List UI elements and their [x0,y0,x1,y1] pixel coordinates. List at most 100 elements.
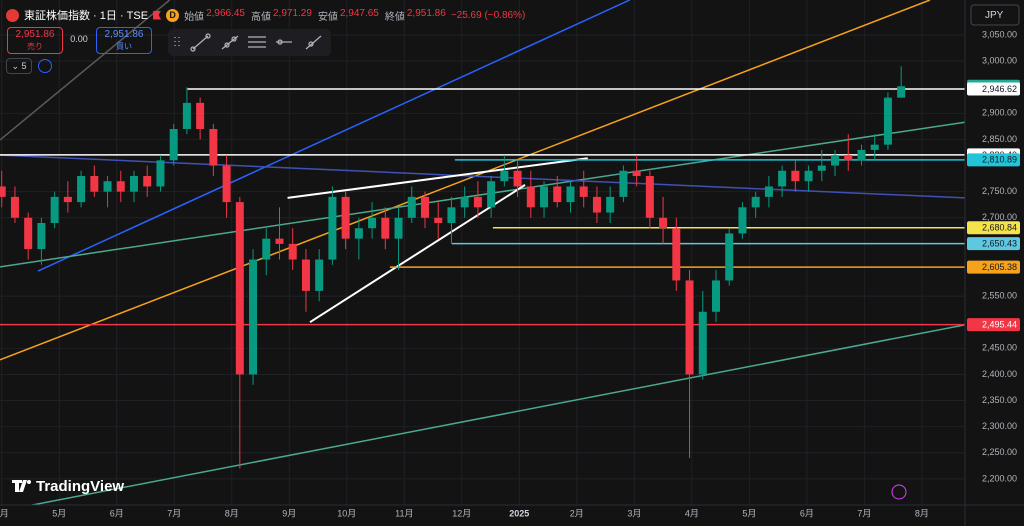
candle-body [513,170,522,187]
indicator-count: 5 [21,61,27,71]
candle-body [553,186,562,203]
candle-body [526,186,535,208]
x-tick-label: 2025 [509,508,529,518]
grip[interactable] [174,37,180,46]
candle-body [831,155,840,166]
trend-tool[interactable] [192,35,209,50]
x-tick-label: 12月 [452,508,471,518]
candle-body [725,233,734,281]
candle-body [883,97,892,145]
y-tick-label: 2,900.00 [982,108,1017,118]
pt [190,46,196,52]
candle-body [249,259,258,375]
candle-body [817,165,826,171]
pt [205,33,211,39]
x-tick-label: 7月 [857,508,871,518]
ohlc-value: 2,947.65 [339,7,379,19]
symbol-logo [6,8,19,22]
price-level-tag [967,221,1020,235]
candle-body [738,207,747,234]
y-tick-label: 2,350.00 [982,395,1017,405]
ohlc: 始値 2,966.45 高値 2,971.29 安値 2,947.65 終値 2,951.86 [184,8,446,23]
symbol[interactable]: 東証株価指数 · 1日 · TSE [24,10,149,22]
x-tick-label: 6月 [110,508,124,518]
y-tick-label: 2,200.00 [982,473,1017,483]
x-tick-label: 4月 [0,508,9,518]
alert-icon[interactable] [891,484,907,500]
x-tick-label: 8月 [915,508,929,518]
candle-body [540,186,549,208]
candle-body [169,128,178,161]
y-tick-label: 2,550.00 [982,290,1017,300]
candle-body [209,128,218,166]
candle-body [659,217,668,229]
price-level-label: 2,680.84 [982,223,1017,233]
badge: D [166,8,180,22]
sync-icon[interactable] [38,59,52,73]
candle-body [328,196,337,260]
candle-body [460,196,469,208]
flag[interactable] [153,10,162,20]
trend-line [37,0,631,272]
logo: TradingView [12,478,124,495]
candle-body [857,149,866,161]
candle-body [844,155,853,161]
trend-line [0,0,171,141]
y-tick-label: 3,000.00 [982,55,1017,65]
candle-body [606,196,615,213]
ohlc-value: 2,966.45 [206,7,245,19]
y-tick-label: 2,700.00 [982,212,1017,222]
price-level-tag [967,82,1020,96]
pt [231,36,237,42]
info-line-tool[interactable] [305,35,322,50]
candle-body [685,280,694,375]
candle-body [63,196,72,203]
y-tick-label: 2,300.00 [982,421,1017,431]
trend-line [309,184,526,324]
candle-body [182,102,191,129]
currency-box[interactable] [970,4,1020,26]
candle-body [764,186,773,197]
y-tick-label: 2,400.00 [982,369,1017,379]
candle-body [103,181,112,192]
y-tick-label: 2,250.00 [982,447,1017,457]
sell-button[interactable]: 2,951.86 売り [7,27,63,54]
sell-price: 2,951.86 [15,29,55,40]
candle-body [711,280,720,312]
buy-button[interactable]: 2,951.86 買い [96,27,152,54]
change: −25.69 (−0.86%) [450,9,526,21]
candle-body [37,222,46,250]
price-level-tag [967,318,1020,332]
y-tick-label: 2,750.00 [982,186,1017,196]
price-level-tag [967,237,1020,251]
ohlc-label: 安値 [317,11,338,23]
candle-body [196,102,205,129]
candle-body [315,259,324,291]
candle-body [804,170,813,182]
candle-body [50,196,59,223]
candle-body [473,196,482,208]
x-tick-label: 4月 [685,508,699,518]
candle-body [77,175,86,203]
ohlc-label: 高値 [251,11,271,23]
buy-price: 2,951.86 [104,29,144,40]
price-level-tag [967,153,1020,167]
fib-tool[interactable] [248,36,266,48]
ohlc-value: 2,951.86 [406,7,446,19]
candle-body [301,259,310,291]
candle-body [778,170,787,187]
x-tick-label: 7月 [167,508,181,518]
indicators-toggle[interactable]: ⌄ 5 [6,58,32,74]
ohlc-label: 終値 [384,11,405,23]
candle-body [434,217,443,223]
candle-body [354,228,363,239]
drawings [0,0,965,505]
candle-body [394,217,403,239]
y-tick-label: 2,850.00 [982,134,1017,144]
candle-body [870,144,879,150]
candle-body [235,202,244,375]
price-level-label: 2,605.38 [982,262,1017,272]
candle-body [116,181,125,192]
candle-body [275,238,284,244]
